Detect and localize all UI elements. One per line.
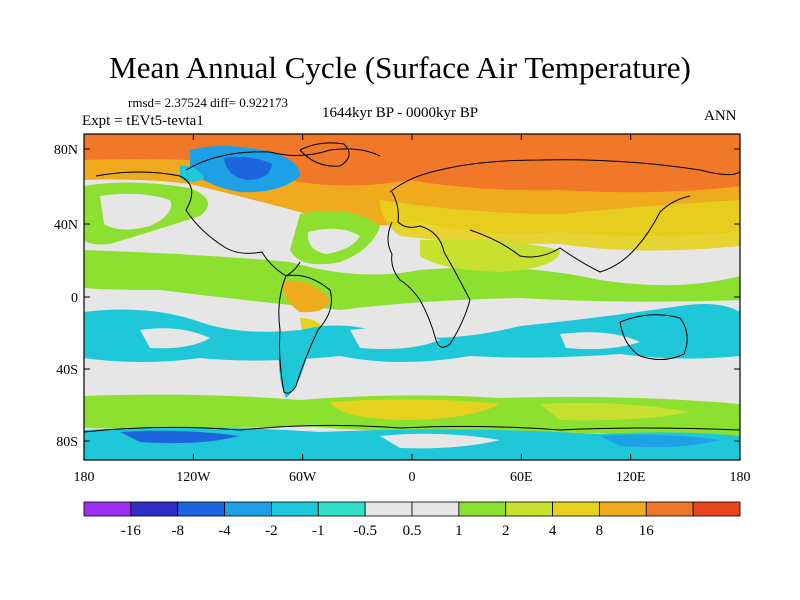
lat-label: 40S [56,363,78,378]
plot-title: Mean Annual Cycle (Surface Air Temperatu… [109,50,691,85]
lat-label: 80S [56,435,78,450]
experiment-label: Expt = tEVt5-tevta1 [82,113,204,129]
colorbar-swatch [645,501,694,517]
lon-label: 180 [730,470,751,485]
colorbar-swatch [83,501,132,517]
colorbar-swatch [505,501,553,517]
colorbar-label: -8 [171,523,184,539]
lon-label: 180 [74,470,95,485]
lon-label: 0 [409,470,416,485]
colorbar-swatch [130,501,179,517]
lon-label: 60E [510,470,533,485]
latitude-axis: 80N 40N 0 40S 80S [54,143,740,450]
colorbar-label: -16 [121,523,141,539]
lon-label: 120W [176,470,211,485]
lat-label: 80N [54,143,78,158]
colorbar-label: -0.5 [353,523,377,539]
colorbar-label: 8 [596,523,604,539]
colorbar-swatch [692,501,741,517]
colorbar-swatch [364,501,413,517]
colorbar-swatch [317,501,366,517]
colorbar-swatch [552,501,600,517]
colorbar-swatch [599,501,647,517]
colorbar-label: 0.5 [403,523,422,539]
longitude-axis: 180 120W 60W 0 60E 120E 180 [74,134,751,485]
lon-label: 60W [289,470,317,485]
colorbar-label: -2 [265,523,278,539]
colorbar-label: 2 [502,523,510,539]
lat-label: 0 [71,291,78,306]
lon-label: 120E [616,470,646,485]
colorbar-label: 1 [455,523,463,539]
colorbar-swatch [458,501,507,517]
colorbar-label: 16 [639,523,655,539]
colorbar-swatch [224,501,272,517]
colorbar-swatch [271,501,319,517]
colorbar: -16 -8 -4 -2 -1 -0.5 0.5 1 2 4 8 16 [83,501,741,539]
colorbar-swatch [177,501,225,517]
stats-label: rmsd= 2.37524 diff= 0.922173 [128,95,288,110]
period-label: 1644kyr BP - 0000kyr BP [322,105,479,121]
colorbar-label: -4 [218,523,231,539]
colorbar-label: 4 [549,523,557,539]
colorbar-label: -1 [312,523,325,539]
anomaly-field [84,134,740,460]
season-label: ANN [704,108,737,124]
colorbar-swatch [411,501,460,517]
lat-label: 40N [54,218,78,233]
